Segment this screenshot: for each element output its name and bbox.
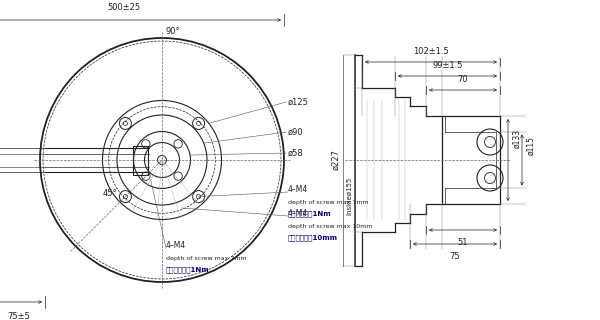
Text: 500±25: 500±25 <box>107 3 140 12</box>
Text: 90°: 90° <box>166 27 181 36</box>
Text: 75: 75 <box>449 252 460 261</box>
Text: 99±1.5: 99±1.5 <box>432 61 463 70</box>
Text: ø133: ø133 <box>512 128 521 148</box>
Text: 4–M4: 4–M4 <box>288 209 308 218</box>
Text: ø227: ø227 <box>331 149 341 171</box>
Text: ø115: ø115 <box>526 136 535 155</box>
Text: 51: 51 <box>458 238 468 247</box>
Text: 抓紧力矩大：1Nm: 抓紧力矩大：1Nm <box>288 210 332 217</box>
Text: ø90: ø90 <box>288 127 304 137</box>
Text: ø58: ø58 <box>288 148 304 157</box>
Text: depth of screw max 10mm: depth of screw max 10mm <box>288 224 373 229</box>
Text: 抓紧力矩大：1Nm: 抓紧力矩大：1Nm <box>166 266 209 273</box>
Bar <box>133 146 148 174</box>
Text: 45°: 45° <box>103 189 118 198</box>
Text: depth of screw max 7mm: depth of screw max 7mm <box>288 200 368 205</box>
Text: 4–M4: 4–M4 <box>288 185 308 194</box>
Text: insideø155: insideø155 <box>346 177 352 215</box>
Text: depth of screw max 7mm: depth of screw max 7mm <box>166 256 247 261</box>
Text: ø125: ø125 <box>288 98 309 107</box>
Text: 70: 70 <box>458 75 469 84</box>
Text: 抓紧力矩大：10mm: 抓紧力矩大：10mm <box>288 234 338 241</box>
Text: 75±5: 75±5 <box>8 312 31 320</box>
Text: 4–M4: 4–M4 <box>166 241 186 250</box>
Text: 102±1.5: 102±1.5 <box>413 47 449 56</box>
